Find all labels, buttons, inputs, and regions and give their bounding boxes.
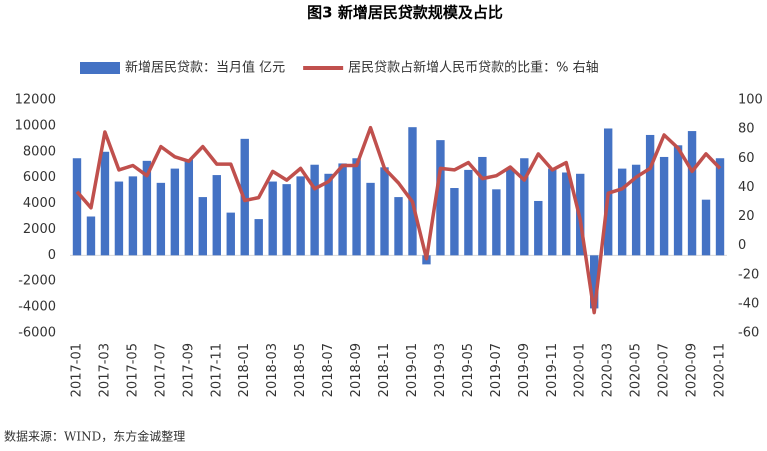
bar — [128, 176, 138, 256]
x-tick-label: 2017-05 — [125, 343, 140, 397]
x-tick-label: 2019-03 — [433, 343, 448, 397]
x-tick-label: 2020-11 — [713, 343, 728, 397]
x-tick-label: 2019-01 — [405, 343, 420, 397]
line — [75, 125, 722, 315]
bar — [380, 167, 389, 256]
legend-swatch — [80, 62, 120, 74]
bar — [590, 255, 599, 309]
bar — [184, 159, 194, 256]
bar — [617, 168, 627, 256]
x-tick-label: 2020-07 — [657, 343, 672, 397]
bar — [310, 164, 319, 256]
bar — [436, 140, 445, 256]
y2-tick-label: -40 — [738, 296, 759, 311]
bar — [548, 168, 557, 256]
chart-title: 图3 新增居民贷款规模及占比 — [307, 4, 503, 22]
bar — [324, 173, 333, 256]
bar — [715, 158, 725, 256]
bar — [296, 176, 305, 256]
x-tick-label: 2019-07 — [489, 343, 504, 397]
y-tick-label: 12000 — [15, 93, 56, 108]
bar — [408, 127, 417, 256]
x-tick-label: 2019-05 — [461, 343, 476, 397]
source-note: 数据来源：WIND，东方金诚整理 — [4, 429, 185, 444]
bar — [394, 197, 403, 256]
x-tick-label: 2017-11 — [209, 343, 224, 397]
bar — [72, 158, 82, 256]
y2-tick-label: 60 — [738, 151, 755, 166]
y-tick-label: 8000 — [23, 144, 56, 159]
bar — [478, 156, 487, 256]
bar — [562, 172, 571, 256]
bar — [212, 175, 221, 256]
bar — [338, 163, 347, 256]
bar — [464, 169, 473, 256]
bar — [170, 168, 180, 256]
y2-tick-label: -60 — [738, 326, 759, 341]
bar — [520, 158, 529, 256]
bar — [282, 184, 291, 256]
x-tick-label: 2018-03 — [265, 343, 280, 397]
bar — [100, 151, 110, 256]
x-tick-label: 2018-05 — [293, 343, 308, 397]
x-tick-label: 2020-05 — [629, 343, 644, 397]
y-tick-label: 4000 — [23, 196, 56, 211]
bar — [114, 181, 124, 256]
y2-tick-label: 20 — [738, 209, 755, 224]
bar — [226, 212, 235, 256]
y-tick-label: 10000 — [15, 118, 56, 133]
bar — [366, 182, 375, 256]
y2-tick-label: 100 — [738, 93, 763, 108]
x-tick-label: 2018-01 — [237, 343, 252, 397]
y-tick-label: -4000 — [18, 300, 56, 315]
y-tick-label: 6000 — [23, 170, 56, 185]
bar — [198, 197, 207, 256]
x-tick-label: 2018-11 — [377, 343, 392, 397]
bar — [659, 156, 669, 256]
x-tick-label: 2019-11 — [545, 343, 560, 397]
bar — [506, 168, 515, 256]
y-tick-label: -2000 — [18, 274, 56, 289]
y-tick-label: -6000 — [18, 326, 56, 341]
bar — [142, 160, 152, 256]
x-tick-label: 2017-03 — [97, 343, 112, 397]
x-tick-label: 2019-09 — [517, 343, 532, 397]
bar — [268, 181, 277, 256]
bar — [534, 200, 543, 256]
x-tick-label: 2017-09 — [181, 343, 196, 397]
bar — [631, 164, 641, 256]
bar — [450, 188, 459, 256]
y2-tick-label: -20 — [738, 267, 759, 282]
x-tick-label: 2017-07 — [153, 343, 168, 397]
x-tick-label: 2018-07 — [321, 343, 336, 397]
x-tick-label: 2018-09 — [349, 343, 364, 397]
legend-label: 新增居民贷款：当月值 亿元 — [125, 60, 285, 76]
x-tick-label: 2017-01 — [69, 343, 84, 397]
y2-tick-label: 0 — [738, 238, 746, 253]
y-tick-label: 0 — [48, 248, 56, 263]
bar — [492, 189, 501, 256]
bar — [352, 158, 361, 256]
bar — [673, 145, 683, 256]
bar — [254, 219, 263, 256]
bar — [687, 131, 697, 256]
legend-label: 居民贷款占新增人民币贷款的比重：% 右轴 — [348, 60, 599, 76]
bar — [86, 216, 96, 256]
y-tick-label: 2000 — [23, 222, 56, 237]
x-tick-label: 2020-01 — [573, 343, 588, 397]
y2-tick-label: 80 — [738, 122, 755, 137]
bar — [701, 199, 711, 256]
x-tick-label: 2020-09 — [685, 343, 700, 397]
x-tick-label: 2020-03 — [601, 343, 616, 397]
y2-tick-label: 40 — [738, 180, 755, 195]
bar — [645, 134, 655, 256]
bar — [156, 182, 166, 256]
